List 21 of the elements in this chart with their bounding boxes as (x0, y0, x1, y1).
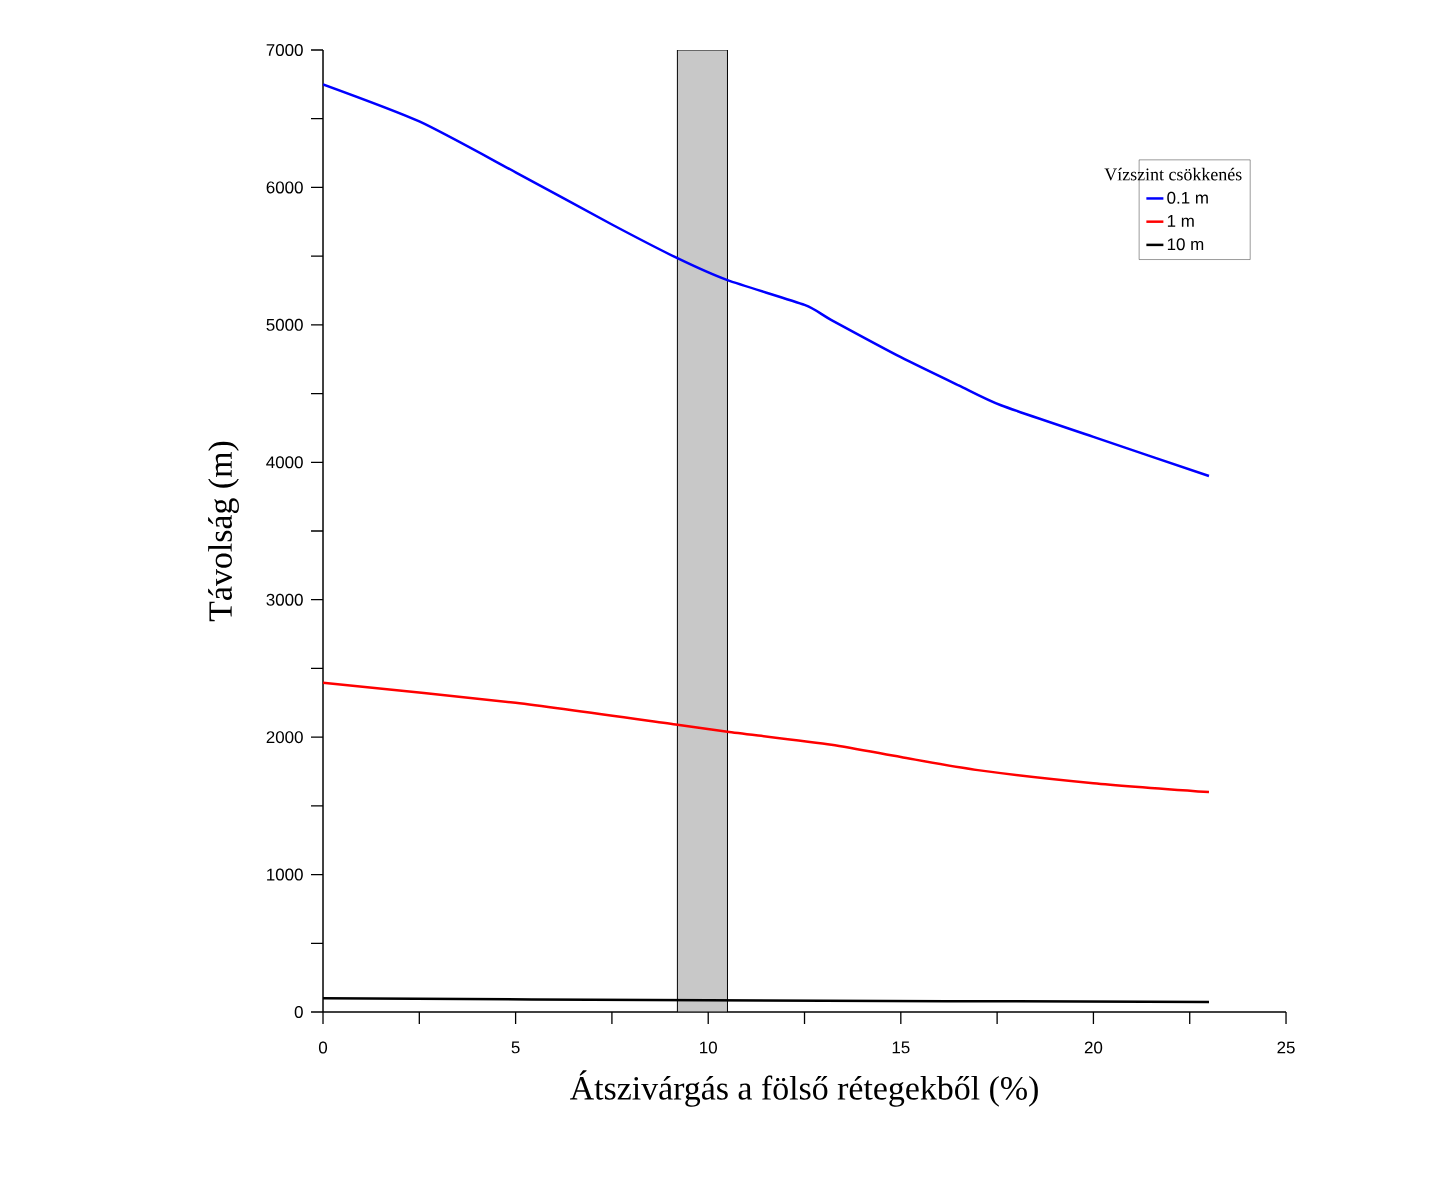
legend-label: 1 m (1167, 215, 1194, 227)
x-tick-label: 20 (1084, 1041, 1103, 1054)
y-tick-label: 7000 (266, 43, 303, 56)
y-tick-label: 2000 (266, 731, 303, 744)
x-axis-title: Átszivárgás a fölső rétegekből (%) (570, 1070, 1038, 1107)
x-tick-label: 25 (1277, 1041, 1295, 1054)
legend-label: 0.1 m (1167, 191, 1208, 204)
x-tick-label: 0 (318, 1041, 328, 1054)
legend-label: 10 m (1167, 238, 1204, 251)
y-tick-label: 5000 (266, 318, 303, 331)
y-tick-label: 4000 (266, 456, 303, 469)
line-series (323, 681, 1211, 794)
x-tick-label: 5 (511, 1041, 520, 1054)
y-tick-label: 0 (294, 1006, 303, 1018)
legend-title: Vízszint csökkenés (1104, 167, 1242, 181)
y-axis-title: Távolság (m) (208, 441, 239, 622)
y-tick-label: 1000 (267, 868, 303, 881)
y-tick-label: 3000 (266, 593, 303, 606)
y-tick-label: 6000 (266, 181, 303, 194)
x-tick-label: 10 (700, 1041, 717, 1054)
x-tick-label: 15 (892, 1041, 910, 1054)
